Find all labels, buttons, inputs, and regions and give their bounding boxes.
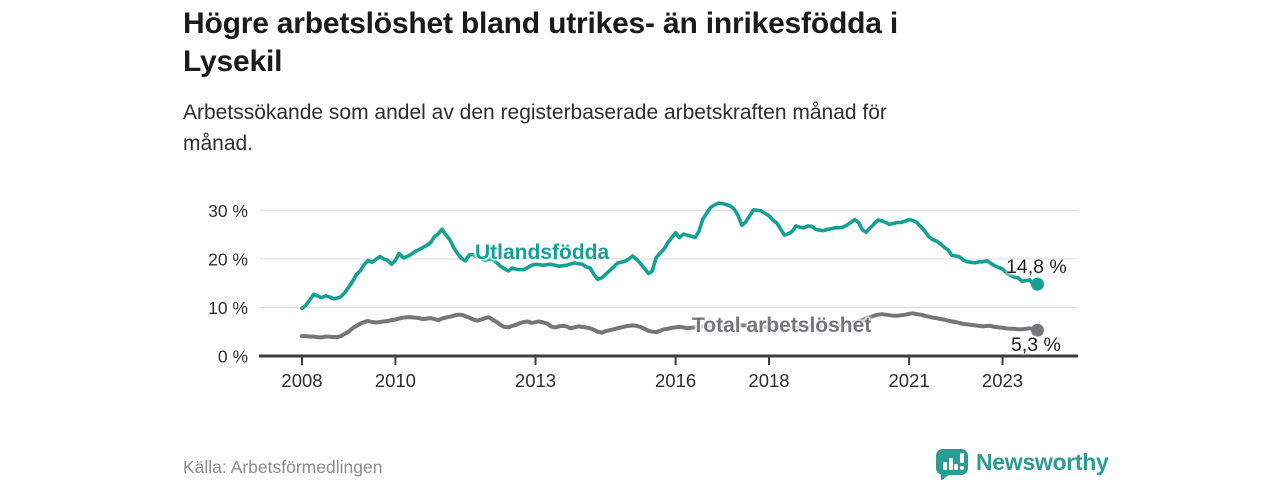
page-title: Högre arbetslöshet bland utrikes- än inr… [183, 5, 898, 81]
x-tick-label-2013: 2013 [515, 370, 556, 391]
y-tick-label-30: 30 % [208, 201, 248, 221]
series-line-total [300, 311, 1040, 340]
icon-bubble-tail [941, 472, 952, 480]
newsworthy-barchart-bubble-icon [936, 446, 968, 480]
icon-bar-2 [948, 458, 953, 470]
newsworthy-logo[interactable]: Newsworthy [936, 446, 1109, 480]
newsworthy-wordmark: Newsworthy [976, 449, 1109, 475]
y-tick-label-0: 0 % [218, 347, 248, 367]
title-line-1: Högre arbetslöshet bland utrikes- än inr… [183, 7, 898, 40]
source-note: Källa: Arbetsförmedlingen [183, 457, 383, 477]
subtitle-line-1: Arbetssökande som andel av den registerb… [183, 101, 887, 124]
subtitle-line-2: månad. [183, 132, 254, 155]
page-subtitle: Arbetssökande som andel av den registerb… [183, 97, 887, 159]
icon-exclamation-stem [959, 453, 964, 463]
series-label-utlandsfodda: Utlandsfödda [475, 241, 610, 264]
x-tick-label-2008: 2008 [281, 370, 322, 391]
series-end-dot-total [1031, 323, 1044, 337]
x-tick-label-2018: 2018 [748, 370, 789, 391]
icon-bar-3 [954, 464, 958, 470]
icon-bar-1 [943, 462, 947, 470]
series-label-total-arbetsloshet: Total arbetslöshet [692, 314, 872, 337]
series-line-utlandsfodda [300, 201, 1040, 311]
series-end-dot-utlandsfodda [1031, 277, 1044, 291]
y-tick-label-10: 10 % [208, 298, 248, 318]
x-tick-label-2016: 2016 [655, 370, 696, 391]
y-tick-label-20: 20 % [208, 249, 248, 269]
x-tick-label-2021: 2021 [889, 370, 930, 391]
x-tick-label-2023: 2023 [982, 370, 1023, 391]
end-value-label-utlandsfodda: 14,8 % [1006, 256, 1067, 278]
end-value-label-total: 5,3 % [1011, 334, 1061, 356]
icon-exclamation-dot [959, 466, 964, 470]
x-tick-label-2010: 2010 [375, 370, 416, 391]
title-line-2: Lysekil [183, 45, 283, 78]
